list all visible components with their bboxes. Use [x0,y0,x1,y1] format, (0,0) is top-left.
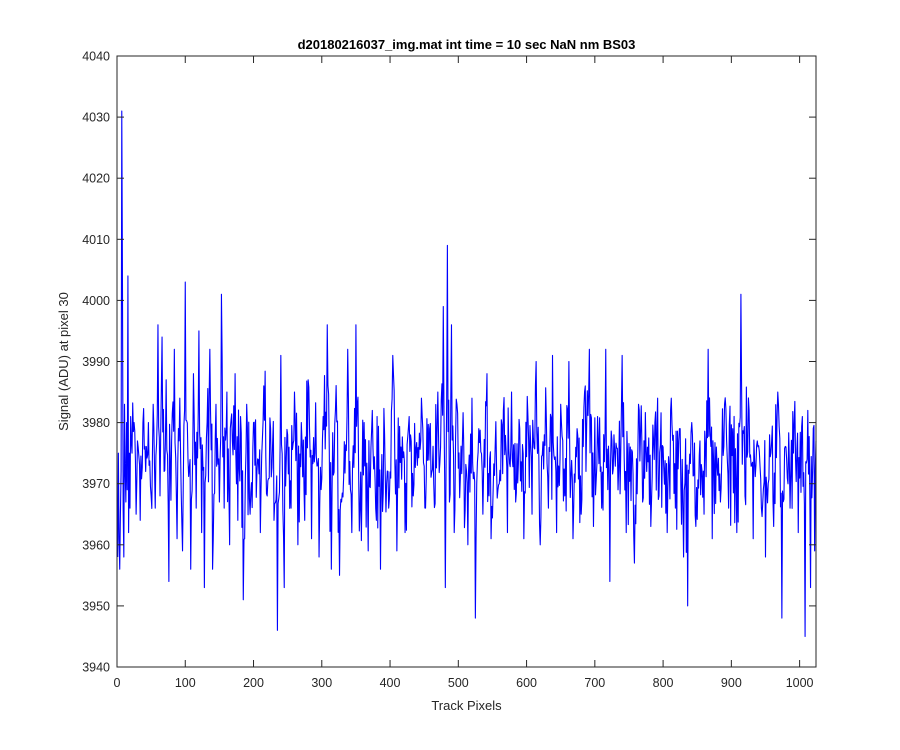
ticks-layer: 0 100 200 300 400 500 600 700 800 900 1000 3940 3950… [82,50,816,690]
y-tick-label: 4010 [82,233,110,247]
y-tick-label: 3950 [82,599,110,613]
data-layer [117,110,817,637]
y-tick-label: 3960 [82,538,110,552]
series-line [117,110,817,637]
y-tick-label: 3980 [82,416,110,430]
x-tick-label: 100 [175,676,196,690]
y-tick-label: 4040 [82,50,110,64]
axes-box [116,55,817,668]
x-tick-label: 200 [243,676,264,690]
x-tick-label: 1000 [786,676,814,690]
y-tick-label: 4000 [82,294,110,308]
x-tick-label: 500 [448,676,469,690]
y-tick-label: 3990 [82,355,110,369]
x-tick-label: 600 [516,676,537,690]
axes-background [117,56,816,667]
x-tick-label: 800 [653,676,674,690]
y-tick-label: 3940 [82,661,110,675]
x-tick-label: 300 [311,676,332,690]
x-tick-label: 0 [114,676,121,690]
chart-title: d20180216037_img.mat int time = 10 sec N… [298,37,636,52]
x-tick-label: 400 [380,676,401,690]
y-tick-label: 4030 [82,111,110,125]
y-tick-label: 4020 [82,172,110,186]
x-tick-label: 700 [584,676,605,690]
x-axis-label: Track Pixels [431,698,502,713]
y-tick-label: 3970 [82,477,110,491]
y-axis-label: Signal (ADU) at pixel 30 [56,292,71,431]
x-tick-label: 900 [721,676,742,690]
